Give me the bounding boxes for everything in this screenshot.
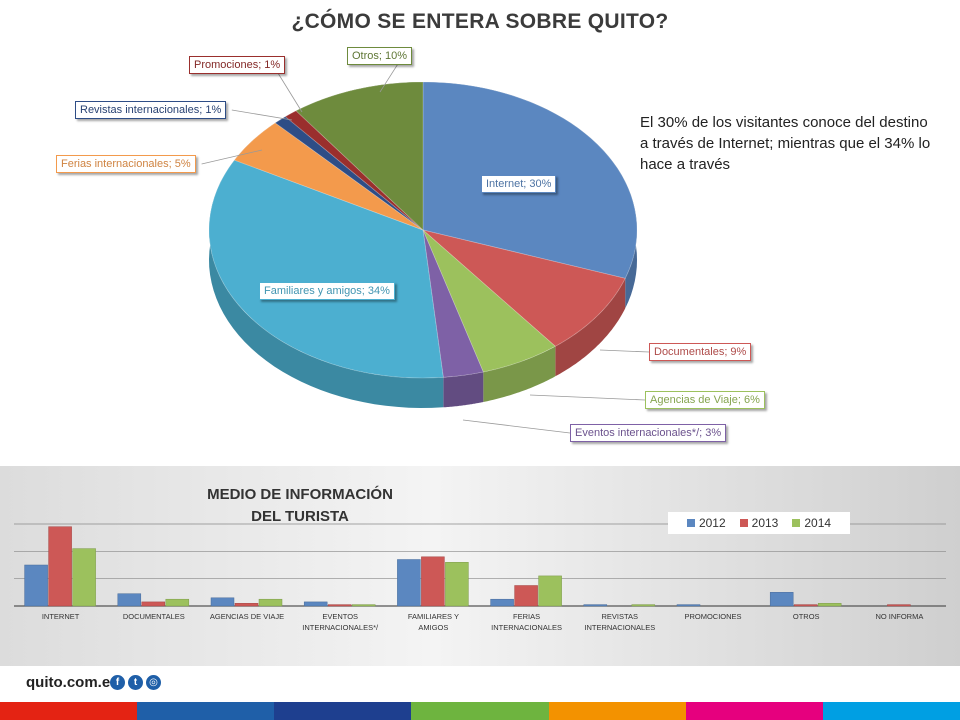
bar-category-label: NO INFORMA (875, 612, 923, 621)
pie-label-promociones: Promociones; 1% (189, 56, 286, 74)
bar-2013-familiares-y-amigos (421, 556, 445, 607)
bar-2012-documentales (117, 593, 142, 607)
stripe-segment-4 (548, 702, 686, 720)
pie-chart-title: ¿CÓMO SE ENTERA SOBRE QUITO? (291, 10, 669, 33)
bar-2012-familiares-y-amigos (397, 559, 421, 607)
leader-line-documentales (599, 349, 650, 353)
bar-2012-eventos-internacionales- (303, 601, 328, 607)
pie-label-internet: Internet; 30% (481, 175, 557, 193)
footer-color-stripe (0, 702, 960, 720)
bar-2014-agencias-de-viaje (258, 598, 283, 607)
legend-item-2013: 2013 (739, 516, 779, 530)
pie-label-otros: Otros; 10% (347, 47, 413, 65)
bar-marks (24, 526, 911, 607)
pie-label-familiares-y-amigos: Familiares y amigos; 34% (259, 282, 395, 300)
bar-category-label: REVISTAS INTERNACIONALES (584, 612, 655, 632)
bar-2013-ferias-internacionales (514, 585, 538, 607)
bar-category-label: OTROS (793, 612, 820, 621)
bar-2014-eventos-internacionales- (351, 604, 376, 607)
leader-line-eventos-internacionales- (462, 419, 571, 434)
pie-slice-familiares-y-amigos (208, 159, 444, 379)
pie-slice-revistas-internacionales (274, 116, 424, 231)
bar-2012-promociones (676, 604, 701, 607)
pie-slice-otros (295, 81, 424, 231)
bar-category-label: FERIAS INTERNACIONALES (491, 612, 562, 632)
bar-2012-internet (24, 564, 48, 607)
pie-label-revistas-internacionales: Revistas internacionales; 1% (75, 101, 227, 119)
bar-category-label: AGENCIAS DE VIAJE (210, 612, 284, 621)
facebook-icon[interactable]: f (110, 675, 125, 690)
pie-slice-documentales (422, 229, 626, 347)
legend-swatch (792, 519, 801, 527)
bar-2014-otros (817, 603, 842, 607)
pie-leader-lines (201, 55, 650, 434)
stripe-segment-5 (685, 702, 823, 720)
bar-category-label: EVENTOS INTERNACIONALES*/ (302, 612, 379, 632)
bar-2013-internet (48, 526, 72, 607)
stripe-segment-1 (137, 702, 275, 720)
stripe-segment-6 (822, 702, 960, 720)
bar-chart-legend: 2012 2013 2014 (668, 512, 850, 534)
pie-side-eventos-internacionales- (443, 372, 484, 408)
pie-label-agencias-de-viaje: Agencias de Viaje; 6% (645, 391, 765, 409)
bar-category-label: PROMOCIONES (684, 612, 741, 621)
pie-slice-ferias-internacionales (233, 122, 424, 231)
legend-swatch (739, 519, 748, 527)
bar-2012-otros (769, 592, 794, 607)
legend-label: 2014 (804, 516, 832, 530)
footer-logo[interactable]: quito.com.ec (26, 674, 119, 691)
pie-top (208, 81, 638, 379)
legend-swatch (686, 519, 695, 527)
instagram-icon[interactable]: ◎ (146, 675, 161, 690)
pie-annotation-text: El 30% de los visitantes conoce del dest… (640, 114, 931, 173)
stripe-segment-2 (274, 702, 412, 720)
bar-2014-internet (72, 548, 96, 607)
bar-2013-otros (793, 604, 818, 607)
legend-item-2014: 2014 (792, 516, 831, 530)
leader-line-agencias-de-viaje (529, 394, 646, 401)
pie-slice-eventos-internacionales- (422, 229, 484, 378)
bar-category-label: INTERNET (42, 612, 80, 621)
bar-2013-documentales (141, 601, 166, 607)
bar-chart: INTERNET DOCUMENTALES AGENCIAS DE VIAJE EVE… (14, 523, 946, 632)
pie-slice-promociones (284, 110, 424, 231)
bar-2014-familiares-y-amigos (445, 562, 469, 607)
bar-2012-ferias-internacionales (490, 598, 514, 607)
pie-label-ferias-internacionales: Ferias internacionales; 5% (56, 155, 196, 173)
pie-side-familiares-y-amigos (209, 160, 444, 408)
twitter-icon[interactable]: t (128, 675, 143, 690)
pie-side-agencias-de-viaje (483, 346, 556, 402)
bar-chart-panel (0, 466, 960, 666)
bar-chart-title-line1: MEDIO DE INFORMACIÓN (207, 486, 393, 503)
stripe-segment-0 (0, 702, 138, 720)
bar-chart-title: MEDIO DE INFORMACIÓN DEL TURISTA (180, 484, 420, 528)
stripe-segment-3 (411, 702, 549, 720)
legend-item-2012: 2012 (686, 516, 726, 530)
bar-2014-revistas-internacionales (631, 604, 656, 607)
pie-label-eventos-internacionales-: Eventos internacionales*/; 3% (570, 424, 727, 442)
bar-chart-title-line2: DEL TURISTA (251, 508, 349, 525)
bar-2014-ferias-internacionales (538, 575, 562, 607)
bar-2013-no-informa (887, 604, 911, 607)
legend-label: 2013 (751, 516, 779, 530)
leader-line-revistas-internacionales (231, 109, 293, 121)
pie-side-documentales (555, 278, 626, 377)
bar-gridlines (14, 523, 946, 607)
bar-category-label: FAMILIARES Y AMIGOS (408, 612, 459, 632)
bar-2013-agencias-de-viaje (234, 603, 259, 607)
pie-slice-agencias-de-viaje (422, 229, 556, 373)
bar-category-label: DOCUMENTALES (123, 612, 185, 621)
legend-label: 2012 (698, 516, 726, 530)
pie-label-documentales: Documentales; 9% (649, 343, 752, 361)
leader-line-ferias-internacionales (201, 149, 263, 165)
pie-chart (201, 55, 650, 434)
bar-2012-revistas-internacionales (583, 604, 608, 607)
bar-category-labels: INTERNET DOCUMENTALES AGENCIAS DE VIAJE EVE… (42, 612, 924, 632)
bar-2012-agencias-de-viaje (210, 597, 235, 607)
bar-2013-eventos-internacionales- (327, 604, 352, 607)
bar-2014-documentales (165, 598, 190, 607)
